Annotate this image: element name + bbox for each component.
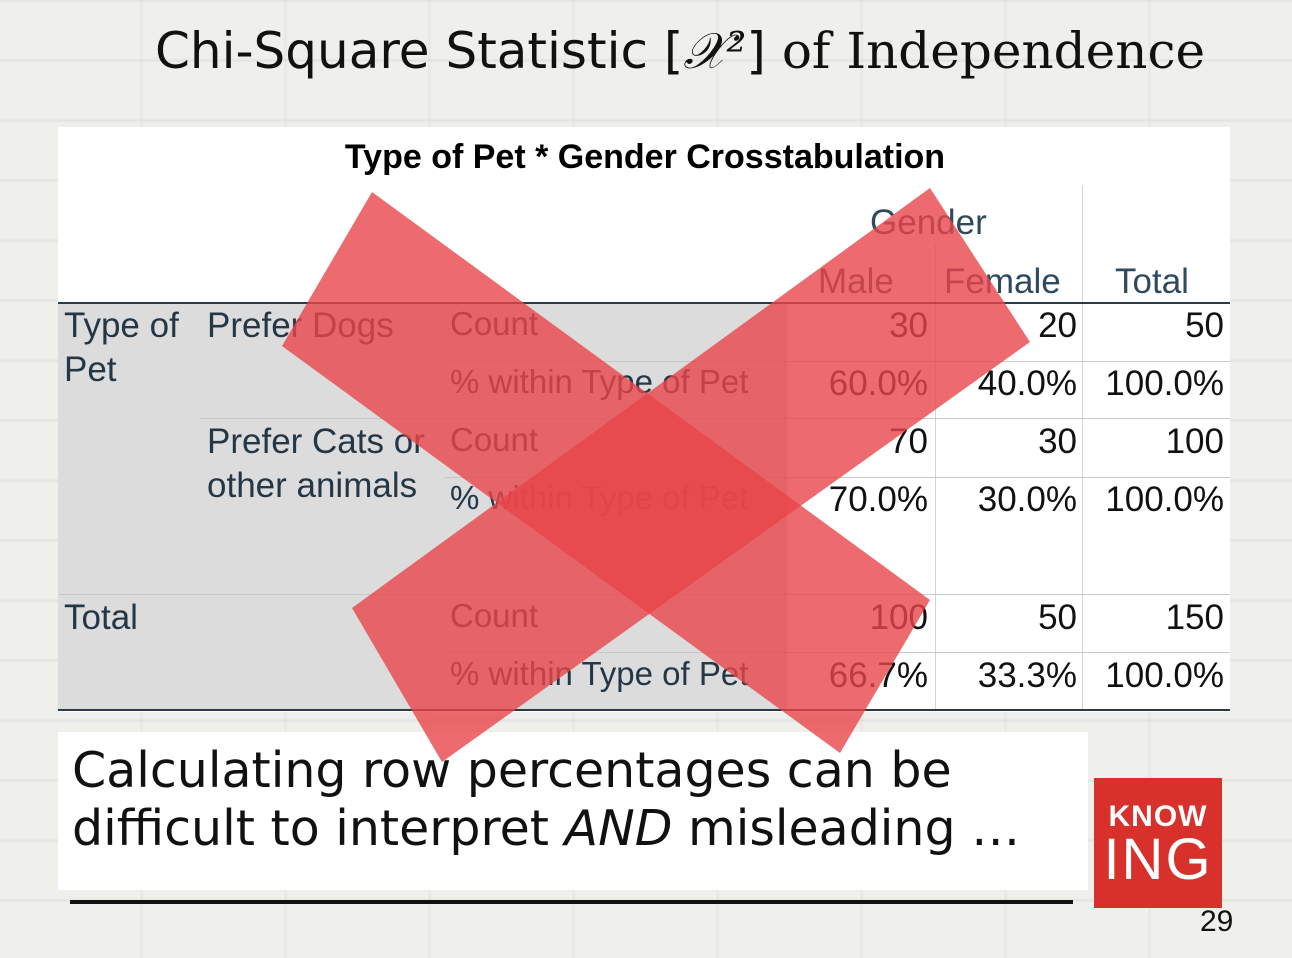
col-header-total: Total: [1115, 262, 1189, 301]
logo-line2: ING: [1103, 827, 1213, 892]
stat-label-pct: % within Type of Pet: [450, 479, 749, 516]
cell-value: 60.0%: [828, 364, 928, 403]
chi-square-symbol: 𝒳²: [683, 22, 747, 80]
cell-value: 100: [1165, 422, 1224, 461]
cell-value: 30: [889, 306, 928, 345]
stat-label-count: Count: [450, 305, 539, 342]
row-label-cats: Prefer Cats or other animals: [207, 422, 425, 505]
cell-value: 50: [1038, 598, 1077, 637]
cell-value: 70.0%: [828, 480, 928, 519]
col-divider: [1082, 185, 1083, 710]
caption-emphasis: AND: [564, 800, 673, 857]
stat-label-count: Count: [450, 421, 539, 458]
cell-value: 30: [1038, 422, 1077, 461]
row-label-dogs: Prefer Dogs: [207, 306, 394, 345]
col-header-male: Male: [818, 262, 894, 301]
title-main: Chi-Square Statistic [: [155, 22, 684, 80]
row-label-total: Total: [64, 598, 138, 637]
slide-title: Chi-Square Statistic [𝒳²] of Independenc…: [155, 18, 1275, 84]
stat-label-count: Count: [450, 597, 539, 634]
cell-value: 70: [889, 422, 928, 461]
crosstab-title: Type of Pet * Gender Crosstabulation: [344, 138, 946, 176]
cell-value: 30.0%: [977, 480, 1077, 519]
cell-value: 100.0%: [1105, 480, 1224, 519]
row-rule: [200, 418, 1230, 419]
cell-value: 40.0%: [977, 364, 1077, 403]
title-bracket: ]: [746, 22, 782, 80]
caption-part2: misleading …: [672, 800, 1021, 857]
cell-value: 20: [1038, 306, 1077, 345]
cell-value: 50: [1185, 306, 1224, 345]
cell-value: 33.3%: [977, 656, 1077, 695]
cell-value: 100: [869, 598, 928, 637]
caption-text: Calculating row percentages can be diffi…: [72, 742, 1082, 858]
row-rule: [58, 594, 1230, 595]
row-group-label: Type of Pet: [64, 306, 179, 389]
stat-label-pct: % within Type of Pet: [450, 363, 749, 400]
caption-underline: [70, 900, 1073, 904]
table-bottom-rule: [58, 709, 1230, 711]
cell-value: 100.0%: [1105, 364, 1224, 403]
title-serif: of Independence: [781, 22, 1206, 80]
cell-value: 100.0%: [1105, 656, 1224, 695]
col-header-female: Female: [944, 262, 1061, 301]
cell-value: 66.7%: [828, 656, 928, 695]
cell-value: 150: [1165, 598, 1224, 637]
stat-label-pct: % within Type of Pet: [450, 655, 749, 692]
gender-header: Gender: [870, 203, 987, 242]
logo-line1: KNOW: [1108, 800, 1208, 833]
page-number: 29: [1200, 905, 1234, 938]
knowing-logo: KNOW ING: [1094, 778, 1222, 908]
